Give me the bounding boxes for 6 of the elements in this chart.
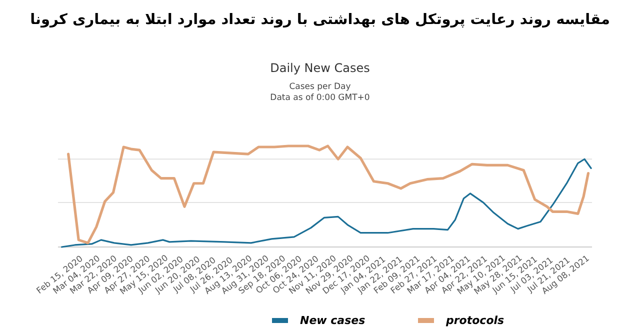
legend-label: New cases: [300, 314, 366, 327]
chart-subtitle: Daily New Cases: [270, 61, 370, 75]
legend-label: protocols: [445, 314, 505, 327]
text: Cases per Day: [289, 82, 351, 92]
text: Data as of 0:00 GMT+0: [270, 93, 370, 103]
chart-title: مقایسه روند رعایت پروتکل های بهداشتی با روند تعداد موارد ابتلا به بیماری کرونا: [30, 12, 610, 28]
